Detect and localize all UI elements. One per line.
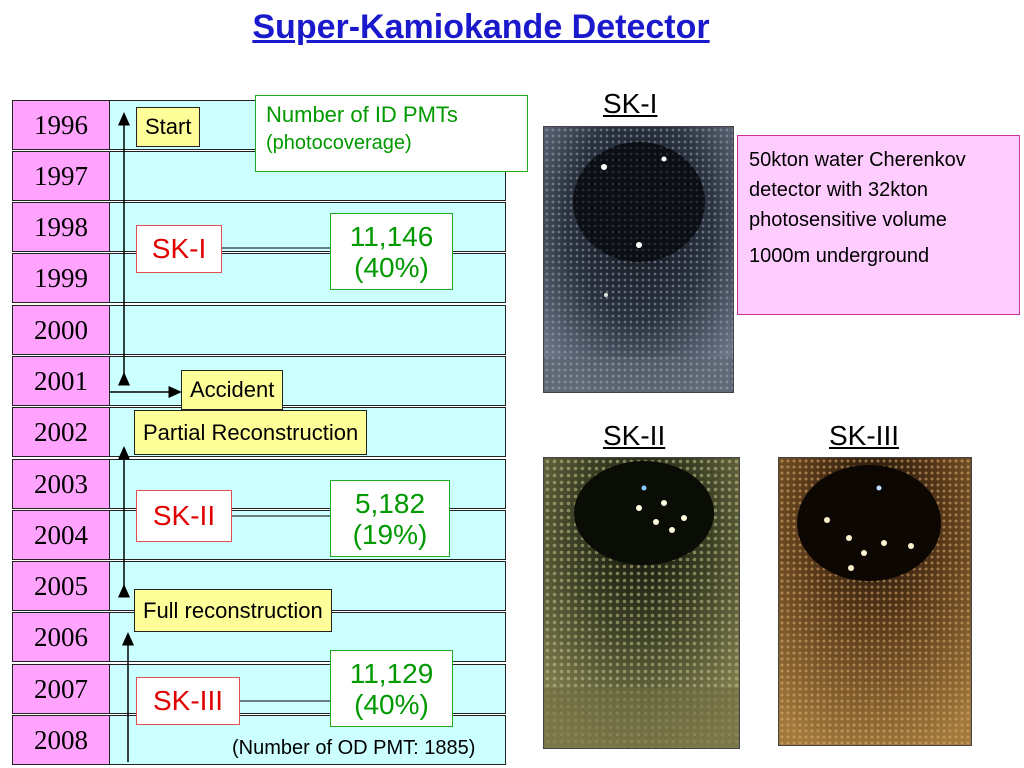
pmt-count-sk3: 11,129 (40%) <box>330 650 453 727</box>
year-cell: 1997 <box>12 151 110 201</box>
phase-sk2: SK-II <box>136 490 232 542</box>
pmt-legend: Number of ID PMTs (photocoverage) <box>255 95 528 172</box>
od-pmt-note: (Number of OD PMT: 1885) <box>232 737 476 759</box>
year-cell: 2002 <box>12 407 110 457</box>
sk1-detector-photo <box>543 126 734 393</box>
year-cell: 2006 <box>12 612 110 662</box>
year-cell: 1996 <box>12 100 110 150</box>
info-line1: 50kton water Cherenkov detector with 32k… <box>749 149 966 231</box>
phase-sk3: SK-III <box>136 677 240 725</box>
photo-title-sk1: SK-I <box>603 88 658 119</box>
timeline-band <box>110 305 506 355</box>
page-title: Super-Kamiokande Detector <box>252 8 710 46</box>
year-cell: 1999 <box>12 253 110 303</box>
pmt-count-value: 5,182 <box>354 487 426 519</box>
partial-reconstruction-label: Partial Reconstruction <box>134 410 368 455</box>
pmt-count-sk2: 5,182 (19%) <box>330 480 450 557</box>
start-label: Start <box>136 107 201 147</box>
info-line2: 1000m underground <box>749 245 930 267</box>
photo-title-sk3: SK-III <box>829 420 900 451</box>
year-cell: 2007 <box>12 664 110 714</box>
phase-sk1: SK-I <box>136 225 222 273</box>
sk2-detector-photo <box>543 457 740 749</box>
year-cell: 1998 <box>12 202 110 252</box>
full-reconstruction-label: Full reconstruction <box>134 589 332 632</box>
photo-title-sk2: SK-II <box>603 420 666 451</box>
year-cell: 2008 <box>12 715 110 765</box>
year-cell: 2005 <box>12 561 110 611</box>
sk3-detector-photo <box>778 457 972 746</box>
pmt-coverage-value: (40%) <box>354 251 429 283</box>
year-cell: 2004 <box>12 510 110 560</box>
pmt-count-value: 11,129 <box>349 657 434 689</box>
pmt-count-sk1: 11,146 (40%) <box>330 213 453 290</box>
year-cell: 2000 <box>12 305 110 355</box>
pmt-coverage-value: (19%) <box>352 518 428 550</box>
detector-info-box: 50kton water Cherenkov detector with 32k… <box>737 135 1020 315</box>
pmt-legend-line1: Number of ID PMTs <box>266 102 458 127</box>
year-cell: 2001 <box>12 356 110 406</box>
accident-label: Accident <box>181 370 284 410</box>
pmt-coverage-value: (40%) <box>354 688 429 720</box>
pmt-legend-line2: (photocoverage) <box>266 132 412 154</box>
year-cell: 2003 <box>12 459 110 509</box>
pmt-count-value: 11,146 <box>349 220 434 252</box>
